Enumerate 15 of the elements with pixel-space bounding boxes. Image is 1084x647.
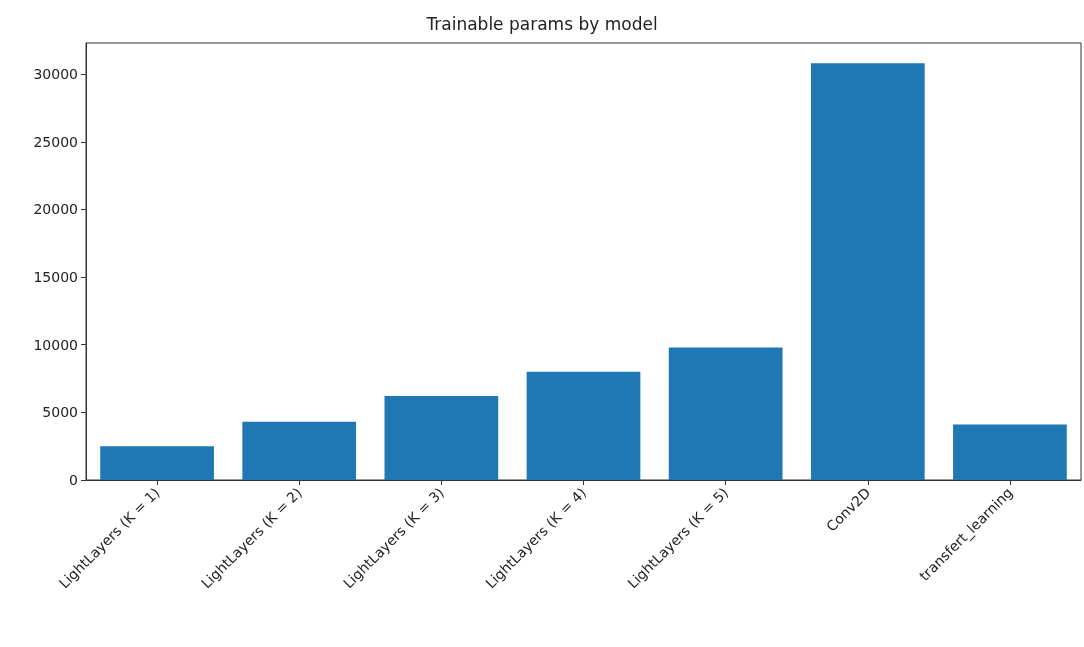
- y-tick-label: 30000: [33, 66, 78, 83]
- bar: [668, 347, 783, 480]
- y-tick-label: 20000: [33, 201, 78, 218]
- bar: [526, 371, 641, 480]
- y-tick-label: 10000: [33, 336, 78, 353]
- chart-title: Trainable params by model: [425, 13, 658, 34]
- bar: [384, 396, 499, 480]
- y-tick-label: 15000: [33, 269, 78, 286]
- bar: [953, 424, 1067, 480]
- bar: [242, 421, 357, 480]
- y-tick-label: 25000: [33, 133, 78, 150]
- y-tick-label: 0: [69, 472, 78, 488]
- bar: [100, 446, 214, 480]
- y-tick-label: 5000: [42, 404, 78, 421]
- bar: [810, 63, 925, 480]
